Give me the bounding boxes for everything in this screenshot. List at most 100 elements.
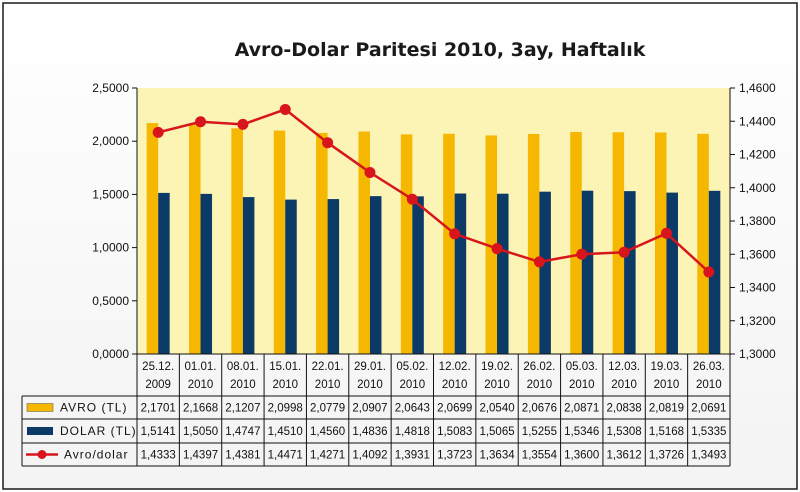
category-year-label: 2010 (442, 379, 468, 391)
dolar-bar (327, 199, 340, 354)
avro-bar (570, 131, 582, 354)
data-label: 2,1701 (141, 403, 176, 415)
category-label: 26.03. (693, 361, 725, 373)
category-year-label: 2009 (145, 379, 171, 391)
avro-dolar-point (660, 227, 672, 239)
data-label: 1,5335 (691, 426, 726, 438)
data-label: 1,4333 (141, 450, 176, 462)
data-label: 2,0838 (607, 403, 642, 415)
avro-dolar-point (237, 118, 249, 130)
data-label: 1,4397 (183, 450, 218, 462)
dolar-bar (242, 197, 255, 354)
dolar-bar-series (158, 190, 721, 354)
avro-bar (527, 134, 540, 354)
data-label: 1,5050 (183, 426, 218, 438)
left-tick-label: 2,5000 (92, 81, 129, 95)
data-label: 1,4560 (310, 426, 345, 438)
category-label: 26.02. (523, 361, 555, 373)
data-label: 1,5255 (522, 426, 557, 438)
dolar-bar (200, 193, 213, 354)
avro-bar (485, 135, 498, 354)
avro-dolar-point (449, 228, 461, 240)
category-label: 01.01. (185, 361, 217, 373)
dolar-bar (285, 199, 297, 354)
data-label: 1,3554 (522, 450, 558, 462)
category-year-label: 2010 (230, 379, 256, 391)
legend-label-dolar: DOLAR (TL) (60, 424, 137, 438)
right-tick-label: 1,3400 (739, 281, 776, 295)
category-year-label: 2010 (484, 379, 510, 391)
avro-dolar-point (618, 246, 630, 258)
avro-bar (146, 123, 159, 355)
avro-dolar-point (576, 248, 588, 260)
dolar-bar (158, 192, 170, 354)
right-tick-label: 1,4000 (739, 181, 776, 195)
data-label: 1,5065 (479, 426, 514, 438)
left-tick-label: 1,0000 (92, 241, 129, 255)
category-year-label: 2010 (357, 379, 383, 391)
data-label: 1,4818 (395, 426, 430, 438)
legend-label-avro: AVRO (TL) (60, 401, 127, 415)
category-year-label: 2010 (188, 379, 214, 391)
data-label: 1,5168 (649, 426, 684, 438)
data-label: 1,3931 (395, 450, 430, 462)
dolar-bar (412, 196, 424, 354)
avro-dolar-point (322, 137, 334, 149)
data-label: 1,4471 (268, 450, 303, 462)
dolar-bar (497, 193, 509, 354)
plot-area (137, 88, 730, 354)
category-year-label: 2010 (696, 379, 722, 391)
dolar-bar (369, 196, 382, 354)
avro-dolar-point (152, 126, 164, 138)
avro-bar (400, 134, 413, 354)
dolar-bar (539, 191, 551, 354)
data-table: 25.12. 2009 01.01. 2010 08.01. 2010 15.01. 2010… (21, 353, 731, 467)
data-label: 1,3612 (607, 450, 642, 462)
data-label: 2,0998 (268, 403, 303, 415)
left-tick-label: 1,5000 (92, 187, 129, 201)
category-label: 05.03. (566, 361, 598, 373)
left-y-axis: 0,0000 0,5000 1,0000 1,5000 2,0000 2,5000 (92, 81, 138, 361)
data-label: 1,4092 (352, 450, 387, 462)
dolar-bar (454, 193, 467, 354)
avro-bar (654, 132, 667, 354)
dolar-bar (624, 191, 636, 354)
avro-bar (231, 128, 243, 354)
avro-dolar-point (703, 266, 715, 278)
avro-bar (612, 132, 625, 354)
right-tick-label: 1,4200 (739, 148, 776, 162)
avro-dolar-point (364, 166, 376, 178)
avro-bar (358, 131, 370, 354)
data-label: 1,5083 (437, 426, 472, 438)
data-label: 2,0819 (649, 403, 684, 415)
category-label: 29.01. (354, 361, 386, 373)
legend-key-avro (26, 403, 54, 412)
dolar-bar (581, 190, 594, 354)
category-label: 19.03. (650, 361, 682, 373)
category-year-label: 2010 (272, 379, 298, 391)
data-label: 2,0643 (395, 403, 430, 415)
data-label: 1,4836 (352, 426, 387, 438)
data-label: 2,0676 (522, 403, 557, 415)
right-tick-label: 1,3000 (739, 347, 776, 361)
category-year-label: 2010 (315, 379, 341, 391)
category-year-label: 2010 (569, 379, 595, 391)
category-year-label: 2010 (654, 379, 680, 391)
data-label: 2,1207 (225, 403, 260, 415)
data-label: 1,4271 (310, 450, 345, 462)
left-tick-label: 2,0000 (92, 134, 129, 148)
category-year-label: 2010 (400, 379, 426, 391)
data-label: 1,3726 (649, 450, 684, 462)
avro-bar (273, 130, 286, 354)
data-label: 1,5141 (141, 426, 176, 438)
data-label: 2,0540 (479, 403, 514, 415)
avro-dolar-point (533, 256, 545, 268)
right-tick-label: 1,3800 (739, 214, 776, 228)
category-label: 05.02. (396, 361, 428, 373)
avro-bar (189, 123, 201, 354)
category-year-label: 2010 (527, 379, 553, 391)
right-tick-label: 1,4400 (739, 114, 776, 128)
right-tick-label: 1,3200 (739, 314, 776, 328)
data-label: 1,3634 (479, 450, 515, 462)
